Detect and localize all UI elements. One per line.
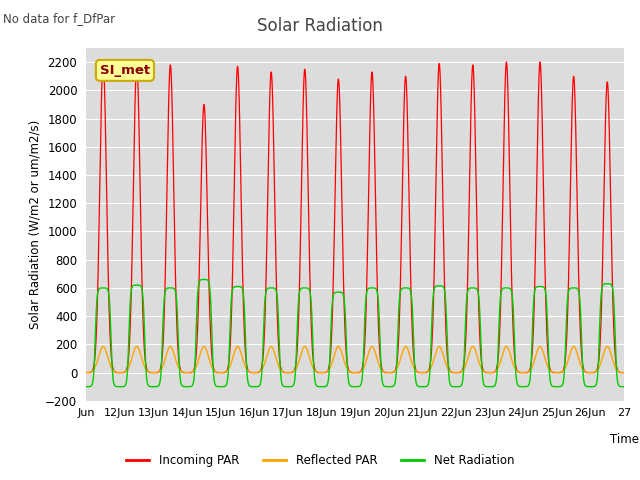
- Legend: Incoming PAR, Reflected PAR, Net Radiation: Incoming PAR, Reflected PAR, Net Radiati…: [121, 449, 519, 472]
- Y-axis label: Solar Radiation (W/m2 or um/m2/s): Solar Radiation (W/m2 or um/m2/s): [28, 120, 41, 329]
- X-axis label: Time: Time: [609, 432, 639, 445]
- Text: No data for f_DfPar: No data for f_DfPar: [3, 12, 115, 25]
- Text: SI_met: SI_met: [100, 64, 150, 77]
- Text: Solar Radiation: Solar Radiation: [257, 17, 383, 35]
